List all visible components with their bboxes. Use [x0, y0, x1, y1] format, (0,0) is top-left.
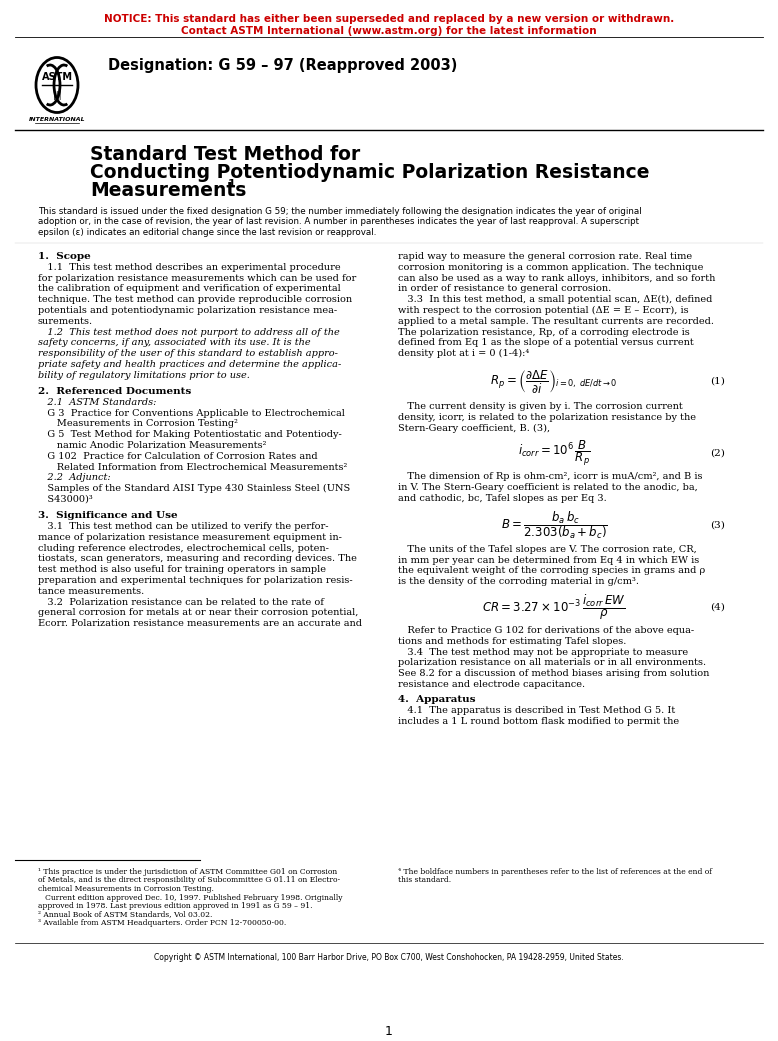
Text: $B = \dfrac{b_a\, b_c}{2.303(b_a + b_c)}$: $B = \dfrac{b_a\, b_c}{2.303(b_a + b_c)}…: [500, 509, 608, 540]
Text: Current edition approved Dec. 10, 1997. Published February 1998. Originally: Current edition approved Dec. 10, 1997. …: [38, 893, 342, 902]
Text: Samples of the Standard AISI Type 430 Stainless Steel (UNS: Samples of the Standard AISI Type 430 St…: [38, 484, 350, 493]
Text: is the density of the corroding material in g/cm³.: is the density of the corroding material…: [398, 577, 639, 586]
Text: The dimension of Rp is ohm-cm², icorr is muA/cm², and B is: The dimension of Rp is ohm-cm², icorr is…: [398, 473, 703, 481]
Text: Standard Test Method for: Standard Test Method for: [90, 145, 360, 164]
Text: |||: |||: [53, 91, 61, 100]
Text: mance of polarization resistance measurement equipment in-: mance of polarization resistance measure…: [38, 533, 342, 541]
Text: 1: 1: [228, 179, 236, 189]
Text: 3.3  In this test method, a small potential scan, ΔE(t), defined: 3.3 In this test method, a small potenti…: [398, 296, 713, 304]
Text: 1.1  This test method describes an experimental procedure: 1.1 This test method describes an experi…: [38, 262, 341, 272]
Text: rapid way to measure the general corrosion rate. Real time: rapid way to measure the general corrosi…: [398, 252, 692, 261]
Text: chemical Measurements in Corrosion Testing.: chemical Measurements in Corrosion Testi…: [38, 885, 214, 893]
Text: technique. The test method can provide reproducible corrosion: technique. The test method can provide r…: [38, 296, 352, 304]
Text: (3): (3): [710, 520, 725, 529]
Text: This standard is issued under the fixed designation G 59; the number immediately: This standard is issued under the fixed …: [38, 207, 642, 215]
Text: density, icorr, is related to the polarization resistance by the: density, icorr, is related to the polari…: [398, 413, 696, 422]
Text: 3.4  The test method may not be appropriate to measure: 3.4 The test method may not be appropria…: [398, 648, 688, 657]
Text: 2.2  Adjunct:: 2.2 Adjunct:: [38, 474, 110, 482]
Text: potentials and potentiodynamic polarization resistance mea-: potentials and potentiodynamic polarizat…: [38, 306, 337, 315]
Text: for polarization resistance measurements which can be used for: for polarization resistance measurements…: [38, 274, 356, 282]
Text: the calibration of equipment and verification of experimental: the calibration of equipment and verific…: [38, 284, 341, 294]
Text: 4.1  The apparatus is described in Test Method G 5. It: 4.1 The apparatus is described in Test M…: [398, 706, 675, 715]
Text: 3.  Significance and Use: 3. Significance and Use: [38, 511, 177, 520]
Text: tions and methods for estimating Tafel slopes.: tions and methods for estimating Tafel s…: [398, 637, 626, 645]
Text: The current density is given by i. The corrosion current: The current density is given by i. The c…: [398, 402, 683, 411]
Text: with respect to the corrosion potential (ΔE = E – Ecorr), is: with respect to the corrosion potential …: [398, 306, 689, 315]
Text: G 102  Practice for Calculation of Corrosion Rates and: G 102 Practice for Calculation of Corros…: [38, 452, 317, 461]
Text: $i_{corr} = 10^6\, \dfrac{B}{R_p}$: $i_{corr} = 10^6\, \dfrac{B}{R_p}$: [517, 438, 591, 468]
Text: test method is also useful for training operators in sample: test method is also useful for training …: [38, 565, 326, 575]
Text: in V. The Stern-Geary coefficient is related to the anodic, ba,: in V. The Stern-Geary coefficient is rel…: [398, 483, 698, 492]
Text: this standard.: this standard.: [398, 877, 451, 885]
Text: general corrosion for metals at or near their corrosion potential,: general corrosion for metals at or near …: [38, 608, 359, 617]
Text: the equivalent weight of the corroding species in grams and ρ: the equivalent weight of the corroding s…: [398, 566, 705, 576]
Text: preparation and experimental techniques for polarization resis-: preparation and experimental techniques …: [38, 576, 352, 585]
Text: 2.  Referenced Documents: 2. Referenced Documents: [38, 387, 191, 396]
Text: cluding reference electrodes, electrochemical cells, poten-: cluding reference electrodes, electroche…: [38, 543, 329, 553]
Text: responsibility of the user of this standard to establish appro-: responsibility of the user of this stand…: [38, 349, 338, 358]
Text: namic Anodic Polarization Measurements²: namic Anodic Polarization Measurements²: [38, 441, 266, 450]
Text: safety concerns, if any, associated with its use. It is the: safety concerns, if any, associated with…: [38, 338, 310, 348]
Text: (2): (2): [710, 449, 725, 458]
Text: ³ Available from ASTM Headquarters. Order PCN 12-700050-00.: ³ Available from ASTM Headquarters. Orde…: [38, 919, 286, 926]
Text: ² Annual Book of ASTM Standards, Vol 03.02.: ² Annual Book of ASTM Standards, Vol 03.…: [38, 911, 212, 918]
Text: ASTM: ASTM: [41, 72, 72, 82]
Text: resistance and electrode capacitance.: resistance and electrode capacitance.: [398, 680, 585, 689]
Text: defined from Eq 1 as the slope of a potential versus current: defined from Eq 1 as the slope of a pote…: [398, 338, 694, 348]
Text: Related Information from Electrochemical Measurements²: Related Information from Electrochemical…: [38, 462, 347, 472]
Text: density plot at i = 0 (1-4):⁴: density plot at i = 0 (1-4):⁴: [398, 349, 529, 358]
Text: polarization resistance on all materials or in all environments.: polarization resistance on all materials…: [398, 658, 706, 667]
Text: can also be used as a way to rank alloys, inhibitors, and so forth: can also be used as a way to rank alloys…: [398, 274, 716, 282]
Text: S43000)³: S43000)³: [38, 496, 93, 504]
Text: and cathodic, bc, Tafel slopes as per Eq 3.: and cathodic, bc, Tafel slopes as per Eq…: [398, 494, 607, 503]
Text: G 3  Practice for Conventions Applicable to Electrochemical: G 3 Practice for Conventions Applicable …: [38, 409, 345, 417]
Text: (1): (1): [710, 377, 725, 385]
Text: tiostats, scan generators, measuring and recording devices. The: tiostats, scan generators, measuring and…: [38, 555, 357, 563]
Text: The units of the Tafel slopes are V. The corrosion rate, CR,: The units of the Tafel slopes are V. The…: [398, 544, 697, 554]
Text: (4): (4): [710, 603, 725, 611]
Text: tance measurements.: tance measurements.: [38, 587, 144, 595]
Text: priate safety and health practices and determine the applica-: priate safety and health practices and d…: [38, 360, 342, 369]
Text: Refer to Practice G 102 for derivations of the above equa-: Refer to Practice G 102 for derivations …: [398, 626, 694, 635]
Text: 3.2  Polarization resistance can be related to the rate of: 3.2 Polarization resistance can be relat…: [38, 598, 324, 607]
Text: includes a 1 L round bottom flask modified to permit the: includes a 1 L round bottom flask modifi…: [398, 716, 679, 726]
Text: surements.: surements.: [38, 316, 93, 326]
Text: Copyright © ASTM International, 100 Barr Harbor Drive, PO Box C700, West Conshoh: Copyright © ASTM International, 100 Barr…: [154, 953, 624, 962]
Text: The polarization resistance, Rp, of a corroding electrode is: The polarization resistance, Rp, of a co…: [398, 328, 690, 336]
Text: See 8.2 for a discussion of method biases arising from solution: See 8.2 for a discussion of method biase…: [398, 669, 710, 678]
Text: NOTICE: This standard has either been superseded and replaced by a new version o: NOTICE: This standard has either been su…: [104, 14, 674, 24]
Text: $R_p = \left(\dfrac{\partial \Delta E}{\partial i}\right)_{i=0,\; dE/dt\rightarr: $R_p = \left(\dfrac{\partial \Delta E}{\…: [490, 367, 618, 395]
Text: in order of resistance to general corrosion.: in order of resistance to general corros…: [398, 284, 612, 294]
Text: ¹ This practice is under the jurisdiction of ASTM Committee G01 on Corrosion: ¹ This practice is under the jurisdictio…: [38, 868, 337, 875]
Text: 4.  Apparatus: 4. Apparatus: [398, 695, 475, 704]
Text: approved in 1978. Last previous edition approved in 1991 as G 59 – 91.: approved in 1978. Last previous edition …: [38, 902, 313, 910]
Text: applied to a metal sample. The resultant currents are recorded.: applied to a metal sample. The resultant…: [398, 316, 714, 326]
Text: 1.  Scope: 1. Scope: [38, 252, 91, 261]
Text: bility of regulatory limitations prior to use.: bility of regulatory limitations prior t…: [38, 371, 250, 380]
Text: Measurements: Measurements: [90, 181, 247, 200]
Text: in mm per year can be determined from Eq 4 in which EW is: in mm per year can be determined from Eq…: [398, 556, 699, 564]
Text: 3.1  This test method can be utilized to verify the perfor-: 3.1 This test method can be utilized to …: [38, 522, 328, 531]
Text: Designation: G 59 – 97 (Reapproved 2003): Designation: G 59 – 97 (Reapproved 2003): [108, 58, 457, 73]
Text: Contact ASTM International (www.astm.org) for the latest information: Contact ASTM International (www.astm.org…: [181, 26, 597, 36]
Text: G 5  Test Method for Making Potentiostatic and Potentiody-: G 5 Test Method for Making Potentiostati…: [38, 430, 342, 439]
Text: $CR = 3.27 \times 10^{-3}\, \dfrac{i_{corr}\, EW}{\rho}$: $CR = 3.27 \times 10^{-3}\, \dfrac{i_{co…: [482, 592, 626, 621]
Text: ⁴ The boldface numbers in parentheses refer to the list of references at the end: ⁴ The boldface numbers in parentheses re…: [398, 868, 712, 875]
Text: INTERNATIONAL: INTERNATIONAL: [29, 117, 86, 122]
Text: 1: 1: [385, 1025, 393, 1038]
Text: corrosion monitoring is a common application. The technique: corrosion monitoring is a common applica…: [398, 262, 703, 272]
Text: of Metals, and is the direct responsibility of Subcommittee G 01.11 on Electro-: of Metals, and is the direct responsibil…: [38, 877, 340, 885]
Text: Conducting Potentiodynamic Polarization Resistance: Conducting Potentiodynamic Polarization …: [90, 163, 650, 182]
Text: 1.2  This test method does not purport to address all of the: 1.2 This test method does not purport to…: [38, 328, 340, 336]
Text: epsilon (ε) indicates an editorial change since the last revision or reapproval.: epsilon (ε) indicates an editorial chang…: [38, 228, 377, 237]
Text: Ecorr. Polarization resistance measurements are an accurate and: Ecorr. Polarization resistance measureme…: [38, 619, 362, 628]
Text: adoption or, in the case of revision, the year of last revision. A number in par: adoption or, in the case of revision, th…: [38, 218, 639, 227]
Text: Measurements in Corrosion Testing²: Measurements in Corrosion Testing²: [38, 420, 238, 429]
Text: 2.1  ASTM Standards:: 2.1 ASTM Standards:: [38, 398, 156, 407]
Text: Stern-Geary coefficient, B. (3),: Stern-Geary coefficient, B. (3),: [398, 424, 550, 433]
